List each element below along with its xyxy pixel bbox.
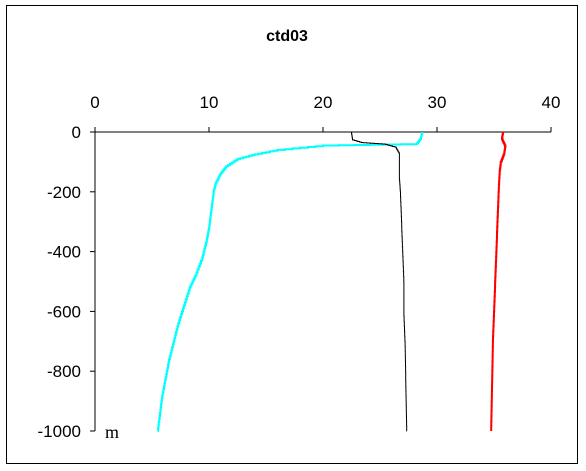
x-tick-label: 20 [314,93,333,112]
red-profile-line [490,132,507,431]
y-tick-label: -600 [47,302,81,321]
series-layer [157,132,507,432]
y-tick-label: -200 [47,183,81,202]
x-tick-label: 40 [542,93,561,112]
chart-svg: ctd03 0 10 20 30 40 0 -200 -400 -600 -800 -1000 m [38,28,561,442]
black-profile-line [351,132,408,432]
y-tick-label: 0 [72,123,81,142]
x-tick-label: 30 [428,93,447,112]
y-tick-label: -400 [47,243,81,262]
chart-title: ctd03 [266,28,308,45]
chart-frame: ctd03 0 10 20 30 40 0 -200 -400 -600 -800 -1000 m [6,5,578,464]
x-tick-label: 0 [90,93,99,112]
y-tick-label: -800 [47,362,81,381]
axes: 0 10 20 30 40 0 -200 -400 -600 -800 -1000 [38,93,561,441]
cyan-profile-line [157,132,424,432]
depth-unit-label: m [105,422,119,442]
y-tick-label: -1000 [38,422,81,441]
x-tick-label: 10 [200,93,219,112]
